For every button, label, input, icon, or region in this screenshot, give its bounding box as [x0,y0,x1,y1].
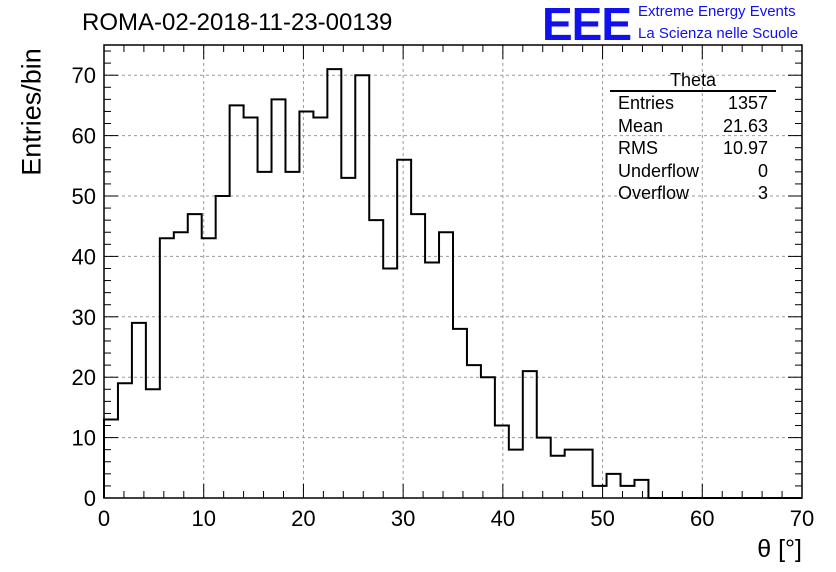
logo-line-2: La Scienza nelle Scuole [638,25,799,42]
logo-mark: EEE [542,0,632,50]
stats-row: RMS 10.97 [610,137,776,160]
stats-label: Mean [618,115,664,136]
plot-frame [103,44,803,499]
stats-row: Overflow 3 [610,182,776,205]
y-tick-label: 60 [72,124,96,149]
x-tick-label: 40 [491,506,515,531]
x-tick-label: 30 [391,506,415,531]
stats-value: 3 [757,183,768,203]
stats-label: Overflow [618,183,690,203]
histogram-line [103,68,802,499]
stats-value: 21.63 [722,115,768,136]
stats-label: RMS [618,138,658,158]
y-tick-label: 40 [72,244,96,269]
stats-row: Underflow 0 [610,160,776,183]
y-tick-label: 30 [72,305,96,330]
stats-row: Mean 21.63 [610,115,776,138]
y-axis-label: Entries/bin [16,48,47,176]
stats-value: 0 [757,160,768,181]
x-tick-label: 60 [690,506,714,531]
stats-label: Underflow [618,160,700,181]
stats-value: 1357 [727,93,768,113]
y-tick-label: 70 [72,63,96,88]
logo-line-1: Extreme Energy Events [638,3,796,20]
y-tick-label: 0 [84,486,96,511]
stats-label: Entries [618,93,675,113]
stats-row: Entries 1357 [610,92,776,115]
y-tick-label: 50 [72,184,96,209]
stats-title: Theta [610,70,776,92]
x-tick-label: 50 [590,506,614,531]
stats-box: Theta Entries 1357 Mean 21.63 RMS 10.97 … [610,70,776,205]
stats-value: 10.97 [722,138,768,158]
x-tick-label: 10 [191,506,215,531]
chart-title: ROMA-02-2018-11-23-00139 [82,9,393,36]
x-tick-label: 0 [98,506,110,531]
x-tick-label: 20 [291,506,315,531]
y-tick-label: 10 [72,426,96,451]
y-tick-label: 20 [72,365,96,390]
x-axis-label: θ [°] [757,535,802,563]
x-tick-label: 70 [790,506,814,531]
